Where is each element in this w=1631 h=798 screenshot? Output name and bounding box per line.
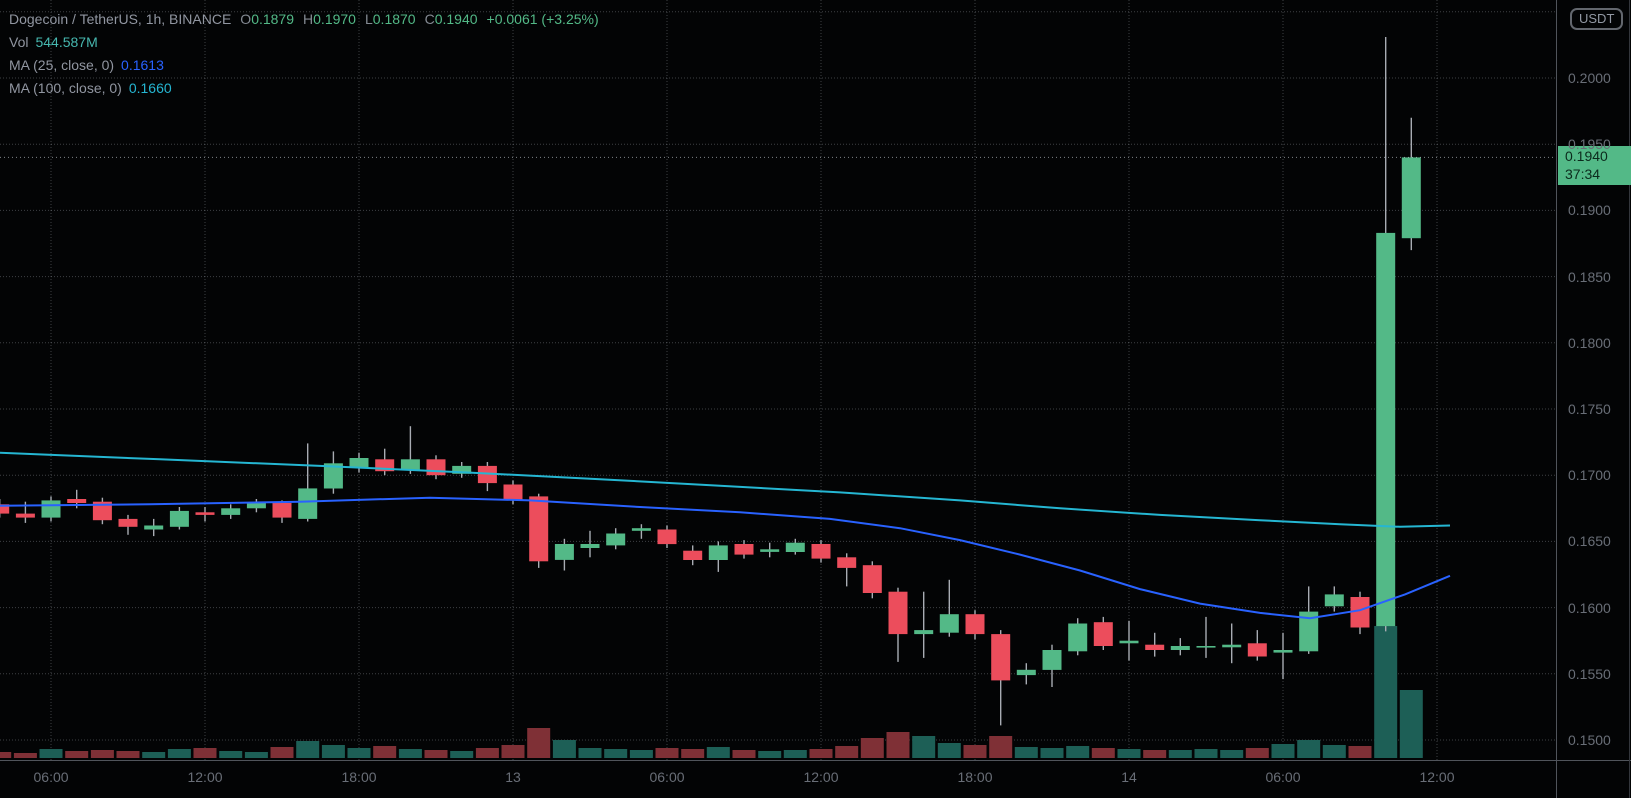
- time-axis-label: 06:00: [649, 769, 685, 785]
- ohlc-value: 0.1879: [251, 11, 295, 27]
- ohlc-value: 0.1970: [313, 11, 356, 27]
- price-axis-label: 0.1750: [1568, 401, 1611, 417]
- price-axis-label: 0.1900: [1568, 202, 1611, 219]
- price-axis-label: 0.2000: [1568, 70, 1611, 86]
- time-axis[interactable]: 06:00 12:00 18:00 13 06:00 12:00 18:00 14 06:00 1…: [0, 761, 1556, 798]
- currency-badge[interactable]: USDT: [1570, 8, 1624, 30]
- time-axis-label: 13: [505, 769, 521, 785]
- price-axis-label: 0.1650: [1568, 533, 1611, 550]
- price-axis-label: 0.1950: [1568, 136, 1611, 153]
- volume-bars: [0, 626, 1423, 758]
- symbol-title-row[interactable]: Dogecoin / TetherUS, 1h, BINANCE O0.1879 H…: [9, 8, 599, 31]
- price-axis[interactable]: USDT 0.1940 37:34 0.2000 0.1950 0.1900 0.18…: [1557, 0, 1631, 760]
- price-axis-label: 0.1500: [1568, 732, 1611, 748]
- time-axis-label: 06:00: [1265, 769, 1301, 785]
- time-axis-label: 12:00: [1419, 769, 1455, 785]
- price-axis-label: 0.1600: [1568, 599, 1611, 616]
- change-value: +0.0061 (+3.25%): [486, 11, 599, 27]
- price-axis-label: 0.1800: [1568, 334, 1611, 351]
- time-axis-label: 12:00: [187, 769, 223, 785]
- ma100-value: 0.1660: [128, 80, 172, 96]
- price-axis-label: 0.1700: [1568, 467, 1611, 484]
- ohlc-letter: C: [424, 11, 435, 27]
- ma100-row[interactable]: MA (100, close, 0) 0.1660: [9, 77, 599, 100]
- price-axis-label: 0.1550: [1568, 665, 1611, 682]
- time-axis-label: 14: [1121, 769, 1137, 785]
- time-axis-label: 12:00: [803, 769, 839, 785]
- symbol-legend: Dogecoin / TetherUS, 1h, BINANCE O0.1879 H…: [9, 8, 599, 100]
- ma100-label: MA (100, close, 0): [9, 80, 122, 96]
- ma100-line[interactable]: [0, 451, 1451, 528]
- ohlc-letter: O: [240, 11, 252, 27]
- candles[interactable]: [0, 37, 1421, 726]
- time-axis-label: 06:00: [33, 769, 69, 785]
- price-axis-label: 0.1850: [1568, 268, 1611, 285]
- ma25-row[interactable]: MA (25, close, 0) 0.1613: [9, 54, 599, 77]
- ohlc-letter: L: [364, 11, 373, 27]
- volume-value: 544.587M: [35, 34, 98, 50]
- bar-countdown: 37:34: [1565, 166, 1601, 183]
- last-price-badge: 0.1940 37:34: [1558, 146, 1631, 186]
- ohlc-value: 0.1870: [372, 11, 416, 27]
- grid-lines: [0, 0, 1556, 760]
- volume-label: Vol: [9, 34, 29, 50]
- ohlc-value: 0.1940: [434, 11, 478, 27]
- symbol-title[interactable]: Dogecoin / TetherUS, 1h, BINANCE: [9, 11, 232, 27]
- ma25-label: MA (25, close, 0): [9, 57, 115, 73]
- ma25-value: 0.1613: [121, 57, 164, 73]
- volume-row[interactable]: Vol 544.587M: [9, 31, 599, 54]
- time-axis-label: 18:00: [341, 769, 377, 785]
- last-price-value: 0.1940: [1565, 148, 1608, 165]
- ohlc-values: O0.1879 H0.1970 L0.1870 C0.1940: [231, 11, 477, 27]
- ohlc-letter: H: [303, 11, 314, 27]
- time-axis-label: 18:00: [957, 769, 993, 785]
- ma25-line[interactable]: [0, 496, 1451, 620]
